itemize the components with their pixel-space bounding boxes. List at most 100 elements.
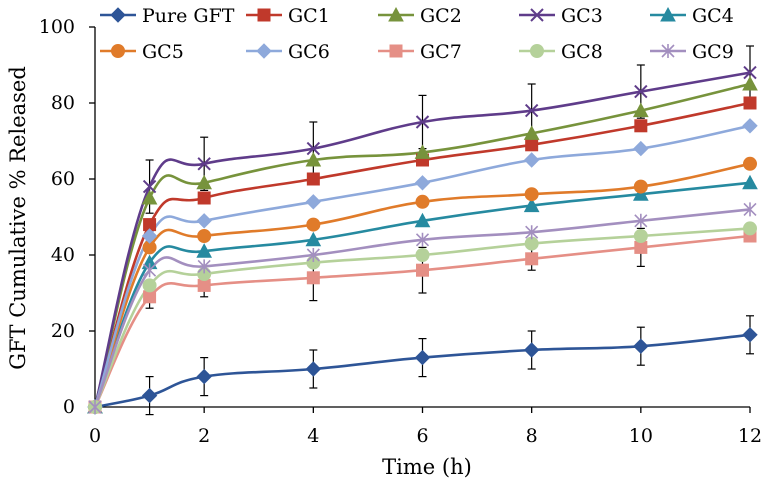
- x-tick-label: 8: [526, 425, 538, 447]
- data-point-pure-gft: [523, 342, 540, 358]
- data-point-gc6: [523, 152, 540, 168]
- data-point-gc8: [743, 221, 757, 236]
- legend-label: GC9: [692, 41, 734, 63]
- data-point-gc4: [632, 186, 649, 201]
- data-point-gc3: [524, 103, 539, 118]
- data-point-gc9: [415, 232, 430, 247]
- data-point-gc2: [742, 75, 758, 91]
- data-point-gc3: [743, 65, 757, 80]
- legend-item-gc3: GC3: [519, 5, 603, 27]
- legend-item-pure-gft: Pure GFT: [100, 5, 235, 27]
- data-point-gc1: [197, 191, 211, 205]
- data-point-gc2: [141, 189, 158, 205]
- data-point-gc7: [416, 263, 429, 277]
- data-point-gc7: [306, 271, 320, 285]
- legend-marker: [530, 44, 544, 58]
- error-bars: [145, 45, 754, 416]
- data-point-gc9: [743, 202, 757, 217]
- data-point-gc9: [634, 213, 648, 228]
- legend-item-gc7: GC7: [378, 41, 462, 63]
- data-point-gc1: [743, 96, 757, 110]
- legend-item-gc4: GC4: [650, 5, 734, 27]
- legend-label: GC3: [561, 5, 603, 27]
- data-point-gc8: [142, 278, 157, 293]
- legend-item-gc8: GC8: [519, 41, 603, 63]
- legend-label: GC5: [142, 41, 184, 63]
- data-point-gc6: [414, 175, 431, 191]
- data-point-gc9: [143, 263, 157, 278]
- x-tick-label: 6: [416, 425, 428, 447]
- data-point-gc2: [196, 174, 213, 190]
- data-point-gc5: [197, 229, 212, 243]
- legend-label: GC6: [288, 41, 330, 63]
- data-point-gc7: [525, 252, 539, 266]
- y-axis-label: GFT Cumulative % Released: [6, 66, 30, 370]
- legend-label: GC4: [692, 5, 734, 27]
- legend-marker: [389, 44, 403, 58]
- x-tick-label: 10: [629, 425, 653, 447]
- axes: 0 20 40 60 80 100 0 2 4 6 8 10 12: [39, 16, 762, 447]
- legend-marker: [530, 8, 544, 22]
- legend-item-gc2: GC2: [378, 5, 462, 27]
- data-point-pure-gft: [196, 368, 212, 385]
- legend-label: GC8: [561, 41, 603, 63]
- data-point-gc7: [143, 290, 157, 304]
- series-line-gc3: [93, 71, 751, 408]
- x-axis-label: Time (h): [382, 455, 472, 479]
- legend-marker: [661, 44, 675, 58]
- data-point-gc5: [633, 179, 648, 194]
- data-point-pure-gft: [633, 338, 649, 354]
- legend-marker: [110, 7, 126, 23]
- data-point-gc8: [633, 229, 648, 243]
- legend-item-gc5: GC5: [100, 41, 184, 63]
- data-point-gc1: [306, 172, 320, 186]
- data-point-gc4: [305, 231, 322, 247]
- data-point-gc9: [88, 400, 102, 414]
- data-point-gc3: [415, 115, 430, 129]
- data-point-gc5: [524, 187, 539, 202]
- data-point-gc6: [141, 228, 158, 244]
- legend-item-gc1: GC1: [246, 5, 330, 27]
- data-point-gc4: [742, 174, 758, 190]
- data-point-gc6: [196, 213, 212, 229]
- data-point-gc3: [634, 84, 648, 99]
- data-point-gc4: [523, 197, 540, 213]
- y-tick-label: 60: [51, 168, 75, 190]
- data-point-gc4: [196, 243, 213, 258]
- data-point-gc9: [197, 259, 211, 274]
- legend-label: GC2: [420, 5, 462, 27]
- data-point-gc2: [632, 102, 649, 118]
- legend-item-gc9: GC9: [650, 41, 734, 63]
- legend: Pure GFT GC1 GC2 GC3 GC4 GC5 GC6 GC7 GC8 GC9: [100, 5, 734, 63]
- data-point-gc9: [525, 225, 539, 240]
- data-point-gc2: [305, 151, 322, 167]
- legend-label: Pure GFT: [142, 5, 235, 27]
- legend-label: GC7: [420, 41, 462, 63]
- legend-label: GC1: [288, 5, 330, 27]
- data-point-pure-gft: [414, 349, 431, 366]
- data-point-gc1: [634, 119, 648, 133]
- data-point-gc3: [142, 179, 157, 194]
- data-point-gc2: [523, 125, 540, 140]
- data-point-pure-gft: [141, 387, 158, 404]
- legend-marker: [660, 6, 676, 22]
- data-point-gc4: [414, 212, 431, 228]
- y-tick-label: 80: [51, 92, 75, 114]
- y-tick-label: 100: [39, 16, 75, 38]
- data-point-gc3: [306, 141, 321, 156]
- data-point-gc7: [634, 240, 648, 254]
- legend-marker: [256, 43, 272, 59]
- data-point-gc5: [415, 194, 430, 209]
- x-tick-label: 0: [89, 425, 101, 447]
- y-tick-label: 0: [63, 396, 75, 418]
- data-point-gc3: [197, 157, 211, 171]
- data-point-gc1: [525, 138, 539, 152]
- x-tick-label: 4: [307, 425, 319, 447]
- legend-marker: [257, 8, 271, 22]
- data-point-gc5: [306, 217, 321, 232]
- x-tick-label: 2: [198, 425, 210, 447]
- x-tick-label: 12: [738, 425, 762, 447]
- data-point-gc2: [414, 144, 431, 159]
- series-markers: [87, 65, 758, 415]
